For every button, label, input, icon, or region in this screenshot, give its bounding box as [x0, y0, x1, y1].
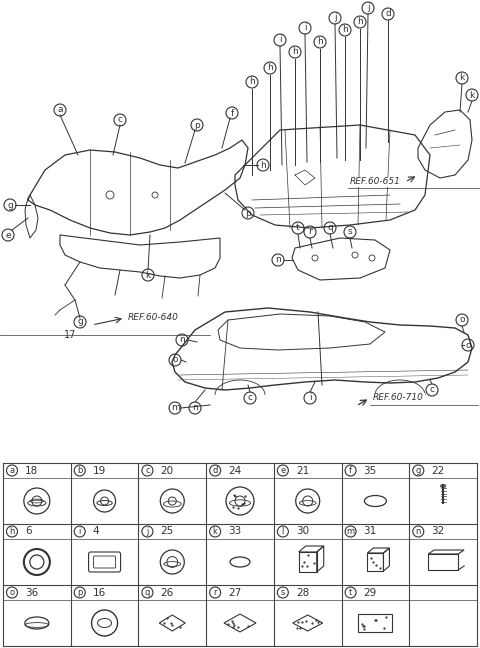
Text: 22: 22	[432, 465, 444, 476]
Text: n: n	[179, 336, 185, 345]
Text: o: o	[172, 356, 178, 364]
Text: c: c	[430, 386, 434, 395]
Text: 17: 17	[64, 330, 76, 340]
Text: g: g	[77, 318, 83, 327]
Text: a: a	[57, 106, 63, 115]
Text: o: o	[465, 340, 471, 349]
Text: k: k	[459, 73, 465, 82]
Text: h: h	[357, 17, 363, 27]
Text: k: k	[213, 527, 217, 536]
Text: 31: 31	[363, 526, 377, 537]
Text: h: h	[9, 527, 15, 536]
Text: k: k	[145, 270, 151, 279]
Text: 29: 29	[363, 588, 377, 597]
Text: l: l	[282, 527, 284, 536]
Text: 25: 25	[160, 526, 174, 537]
Text: r: r	[308, 227, 312, 237]
Text: 4: 4	[93, 526, 99, 537]
Text: g: g	[7, 200, 13, 209]
Text: e: e	[280, 466, 286, 475]
Text: t: t	[296, 224, 300, 233]
Text: 35: 35	[363, 465, 377, 476]
Text: p: p	[194, 121, 200, 130]
Text: i: i	[79, 527, 81, 536]
Text: s: s	[281, 588, 285, 597]
Text: q: q	[145, 588, 150, 597]
Text: d: d	[213, 466, 218, 475]
Text: 16: 16	[93, 588, 106, 597]
Text: o: o	[459, 316, 465, 325]
Text: 19: 19	[93, 465, 106, 476]
Text: n: n	[275, 255, 281, 264]
Text: g: g	[416, 466, 421, 475]
Text: 28: 28	[296, 588, 309, 597]
Text: m: m	[347, 527, 355, 536]
Text: REF.60-710: REF.60-710	[373, 393, 424, 402]
Text: i: i	[279, 36, 281, 45]
Text: 24: 24	[228, 465, 241, 476]
Text: c: c	[145, 466, 150, 475]
Text: j: j	[367, 3, 369, 12]
Text: 36: 36	[25, 588, 38, 597]
Text: h: h	[317, 38, 323, 47]
Ellipse shape	[441, 485, 445, 487]
Text: p: p	[245, 209, 251, 218]
Text: 26: 26	[160, 588, 174, 597]
Text: b: b	[77, 466, 83, 475]
Text: 6: 6	[25, 526, 32, 537]
Text: c: c	[118, 115, 122, 124]
Text: a: a	[10, 466, 14, 475]
Text: o: o	[10, 588, 14, 597]
Text: i: i	[304, 23, 306, 32]
Text: r: r	[214, 588, 217, 597]
Text: REF.60-640: REF.60-640	[128, 314, 179, 323]
Text: k: k	[469, 91, 475, 100]
Text: h: h	[292, 47, 298, 56]
Text: REF.60-651: REF.60-651	[350, 178, 401, 187]
Text: 33: 33	[228, 526, 241, 537]
Text: d: d	[385, 10, 391, 19]
Text: i: i	[309, 393, 312, 402]
Text: j: j	[146, 527, 149, 536]
Text: 18: 18	[25, 465, 38, 476]
Text: e: e	[5, 231, 11, 240]
Text: q: q	[327, 224, 333, 233]
Text: 20: 20	[160, 465, 174, 476]
Text: p: p	[77, 588, 83, 597]
Text: h: h	[249, 78, 255, 86]
Text: f: f	[349, 466, 352, 475]
Text: n: n	[416, 527, 421, 536]
Text: c: c	[248, 393, 252, 402]
Text: s: s	[348, 227, 352, 237]
Text: 32: 32	[432, 526, 444, 537]
Text: h: h	[267, 64, 273, 73]
Text: t: t	[349, 588, 352, 597]
Text: 21: 21	[296, 465, 309, 476]
Text: n: n	[192, 404, 198, 413]
Text: h: h	[260, 161, 266, 170]
Text: 30: 30	[296, 526, 309, 537]
Text: j: j	[334, 14, 336, 23]
Text: h: h	[342, 25, 348, 34]
Text: 27: 27	[228, 588, 241, 597]
Text: m: m	[170, 404, 180, 413]
Text: f: f	[230, 108, 234, 117]
